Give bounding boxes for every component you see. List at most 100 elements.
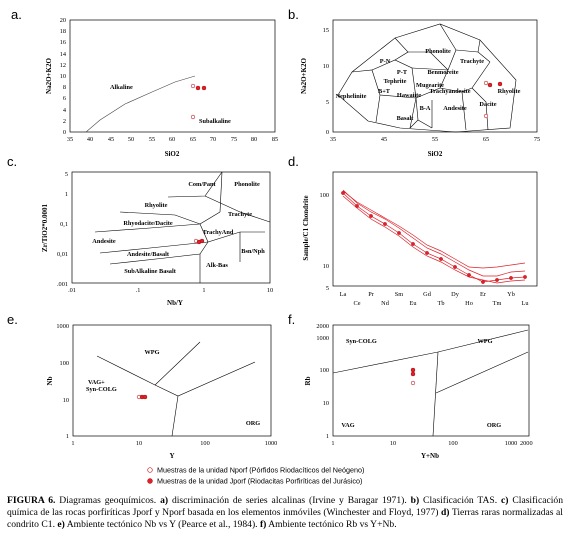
field-rhyolite: Rhyolite — [498, 88, 521, 95]
xtick: Tb — [438, 300, 445, 307]
ytick: 1000 — [316, 335, 329, 342]
field-basalt: Basalt — [397, 115, 415, 122]
field-wpg: WPG — [477, 338, 492, 345]
panel-e: e. 1000 100 10 1 1 10 100 1000 Y Nb WPG … — [7, 312, 277, 460]
field-b-a: B-A — [420, 105, 431, 112]
xtick: 1 — [71, 440, 74, 447]
ytick: 2000 — [316, 323, 329, 330]
ytick: 16 — [60, 39, 66, 46]
xtick: 75 — [231, 136, 237, 143]
ytick: 100 — [320, 192, 329, 199]
point-jporf — [195, 85, 201, 91]
xtick: .01 — [68, 287, 76, 294]
panel-b: b. 0 5 10 15 35 45 55 65 75 SiO2 Na2O+K2… — [288, 7, 540, 158]
ytick: 1 — [65, 191, 68, 198]
xtick: Eu — [410, 300, 418, 307]
point-nporf — [410, 380, 416, 386]
xtick: 35 — [330, 136, 336, 143]
caption-c-text: Clasificación química de las rocas porfi… — [7, 495, 563, 519]
point-jporf — [142, 394, 148, 400]
ytick: 18 — [60, 28, 66, 35]
caption-f-text: Ambiente tectónico Rb vs Y+Nb. — [266, 519, 397, 531]
xtick: Er — [480, 291, 487, 298]
xtick: 10 — [267, 287, 273, 294]
ytick: 12 — [60, 62, 66, 69]
xtick: Nd — [381, 300, 390, 307]
xtick: Tm — [493, 300, 502, 307]
field-mugearite: Mugearite — [416, 82, 444, 89]
panel-e-ylabel: Nb — [46, 376, 54, 385]
xtick: Sm — [395, 291, 404, 298]
xtick: La — [340, 291, 347, 298]
xtick: Lu — [522, 300, 530, 307]
pearce-nb-y-boundaries — [96, 341, 256, 437]
panel-e-xticks: 1 10 100 1000 — [71, 440, 277, 447]
panel-c-xticks: .01 .1 1 10 — [68, 287, 273, 294]
field-p-n: P-N — [380, 58, 391, 65]
panel-e-yticks: 1000 100 10 1 — [56, 323, 69, 440]
field-benmoreite: Benmoreite — [427, 69, 458, 76]
panel-d-label: d. — [288, 154, 299, 169]
point-jporf — [199, 238, 205, 244]
panel-d-ylabel: Sample/C1 Chondrite — [302, 195, 310, 260]
winchester-floyd-boundaries — [94, 171, 271, 283]
panel-f-ylabel: Rb — [304, 376, 312, 385]
ree-patterns — [342, 189, 526, 284]
field-trachyte: Trachyte — [460, 58, 484, 65]
tas-field-boundaries — [337, 23, 517, 133]
panel-b-ylabel: Na2O+K2O — [300, 58, 308, 94]
xtick: 65 — [190, 136, 196, 143]
panel-b-xlabel: SiO2 — [428, 150, 443, 158]
point-jporf — [487, 82, 493, 88]
panel-a-yticks: 0 2 4 6 8 10 12 14 16 18 20 — [60, 17, 67, 136]
panel-f: f. 2000 1000 100 10 1 1 10 100 1000 2000… — [288, 312, 533, 460]
field-tephrite: Tephrite — [384, 78, 407, 85]
figure-6: a. 0 2 4 6 8 10 12 14 16 18 20 35 40 45 … — [7, 7, 540, 486]
panel-c-ylabel: Zr/TiO2*0.0001 — [41, 204, 49, 252]
field-alkaline: Alkaline — [110, 84, 133, 91]
panel-d-frame — [332, 171, 538, 287]
ytick: .001 — [57, 281, 68, 288]
caption-intro: Diagramas geoquímicos. — [55, 495, 161, 506]
panel-a-xlabel: SiO2 — [165, 150, 180, 158]
xtick: 55 — [149, 136, 155, 143]
panel-c-yticks: 5 1 0,1 0,01 .001 — [57, 171, 68, 288]
point-nporf — [190, 83, 196, 89]
xtick: 100 — [448, 440, 457, 447]
point-nporf — [483, 113, 489, 119]
caption-figure-number: FIGURA 6. — [7, 495, 56, 506]
ytick: 5 — [65, 171, 68, 178]
field-trachyandesite: Trachyandesite — [429, 88, 470, 95]
xtick: 1 — [202, 287, 205, 294]
xtick: 55 — [432, 136, 438, 143]
field-rhyolite: Rhyolite — [145, 202, 168, 209]
legend: Muestras de la unidad Nporf (Pórfidos Ri… — [147, 466, 364, 486]
xtick: 10 — [136, 440, 142, 447]
field-andesite: Andesite — [92, 238, 116, 245]
xtick: 35 — [67, 136, 73, 143]
panel-c-label: c. — [7, 154, 17, 169]
point-jporf — [497, 81, 503, 87]
panel-a-xticks: 35 40 45 50 55 60 65 70 75 80 85 — [67, 136, 278, 143]
point-nporf — [483, 80, 489, 86]
xtick: Dy — [451, 291, 460, 298]
field-andesite: Andesite — [443, 105, 467, 112]
xtick: 40 — [87, 136, 93, 143]
field-nephelinite: Nephelinite — [336, 93, 367, 100]
panel-a-label: a. — [11, 7, 22, 22]
field-subalkaline: Subalkaline — [199, 118, 231, 125]
caption-b-marker: b) — [410, 495, 420, 506]
panel-e-label: e. — [7, 312, 18, 327]
field-b-t: B+T — [378, 88, 391, 95]
point-jporf — [201, 85, 207, 91]
field-vag-syn-colg-2: Syn-COLG — [86, 386, 117, 393]
ytick: 20 — [60, 17, 66, 24]
ytick: 4 — [63, 107, 67, 114]
panel-b-xticks: 35 45 55 65 75 — [330, 136, 540, 143]
xtick: Pr — [368, 291, 375, 298]
xtick: 50 — [128, 136, 134, 143]
xtick: 60 — [169, 136, 175, 143]
ytick: 10 — [323, 263, 329, 270]
caption-a-marker: a) — [160, 495, 169, 506]
panel-d-xticks-top: La Pr Sm Gd Dy Er Yb — [340, 291, 515, 298]
